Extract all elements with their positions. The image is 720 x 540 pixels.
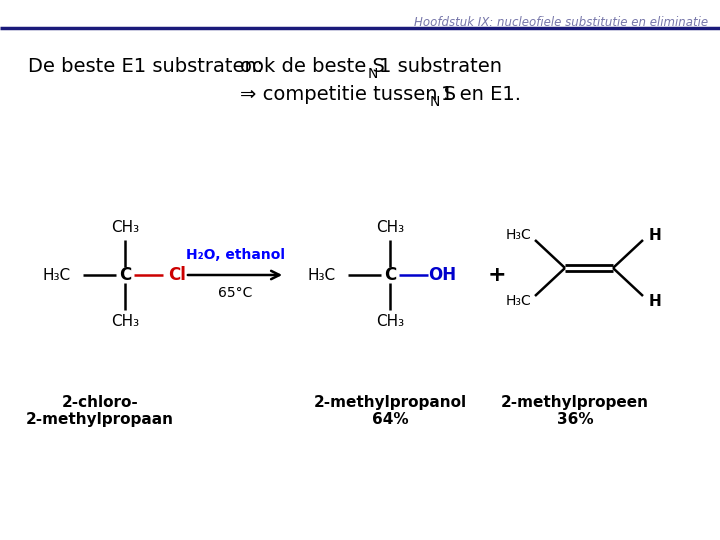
Text: N: N [430,95,441,109]
Text: De beste E1 substraten:: De beste E1 substraten: [28,57,264,76]
Text: 1 substraten: 1 substraten [379,57,502,76]
Text: CH₃: CH₃ [376,314,404,329]
Text: Hoofdstuk IX: nucleofiele substitutie en eliminatie: Hoofdstuk IX: nucleofiele substitutie en… [414,16,708,29]
Text: H₂O, ethanol: H₂O, ethanol [186,248,284,262]
Text: H₃C: H₃C [43,267,71,282]
Text: ⇒ competitie tussen S: ⇒ competitie tussen S [240,85,456,104]
Text: 1 en E1.: 1 en E1. [441,85,521,104]
Text: ook de beste S: ook de beste S [240,57,385,76]
Text: CH₃: CH₃ [111,314,139,329]
Text: H: H [649,294,662,308]
Text: 2-methylpropanol
64%: 2-methylpropanol 64% [313,395,467,427]
Text: 2-chloro-
2-methylpropaan: 2-chloro- 2-methylpropaan [26,395,174,427]
Text: 65°C: 65°C [218,286,252,300]
Text: H₃C: H₃C [308,267,336,282]
Text: C: C [119,266,131,284]
Text: +: + [487,265,506,285]
Text: C: C [384,266,396,284]
Text: H: H [649,227,662,242]
Text: Cl: Cl [168,266,186,284]
Text: H₃C: H₃C [505,228,531,242]
Text: CH₃: CH₃ [376,220,404,235]
Text: OH: OH [428,266,456,284]
Text: N: N [368,67,379,81]
Text: CH₃: CH₃ [111,220,139,235]
Text: 2-methylpropeen
36%: 2-methylpropeen 36% [501,395,649,427]
Text: H₃C: H₃C [505,294,531,308]
